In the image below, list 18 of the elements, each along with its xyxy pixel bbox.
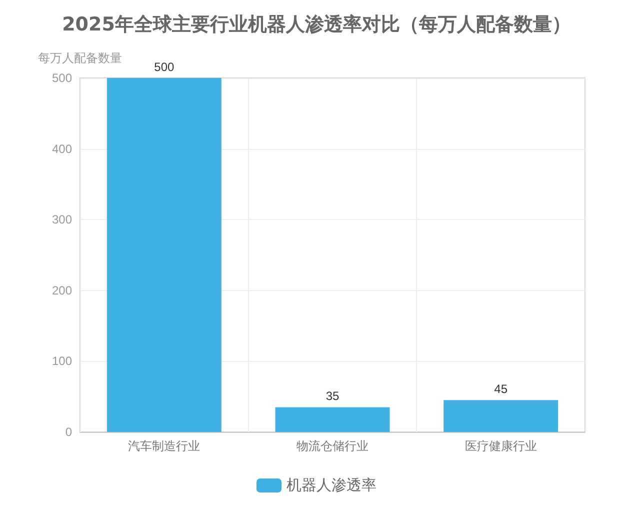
bar — [106, 78, 222, 432]
legend-label: 机器人渗透率 — [286, 477, 376, 494]
data-label: 45 — [494, 382, 508, 396]
y-tick-label: 0 — [65, 425, 72, 439]
y-tick-label: 300 — [52, 212, 72, 227]
bar — [444, 400, 558, 432]
x-tick-label: 汽车制造行业 — [128, 439, 200, 453]
chart-title: 2025年全球主要行业机器人渗透率对比（每万人配备数量） — [62, 14, 571, 36]
y-axis-title: 每万人配备数量 — [38, 51, 122, 65]
x-tick-label: 医疗健康行业 — [464, 439, 537, 453]
bar — [275, 407, 390, 432]
x-tick-label: 物流仓储行业 — [296, 439, 368, 453]
data-label: 35 — [326, 389, 340, 404]
y-tick-label: 100 — [52, 354, 72, 368]
y-tick-label: 200 — [52, 283, 72, 298]
y-tick-label: 400 — [52, 142, 72, 156]
y-tick-label: 500 — [52, 71, 72, 85]
data-label: 500 — [154, 60, 174, 74]
